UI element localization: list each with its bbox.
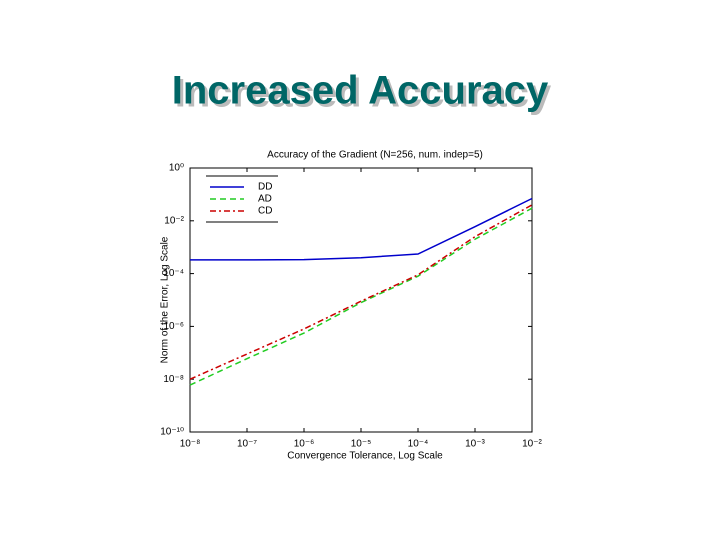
series-line [189, 207, 533, 386]
slide-title: Increased Accuracy [172, 69, 549, 113]
y-axis-label: Norm of the Error, Log Scale [160, 236, 171, 363]
x-tick-label: 10⁻³ [465, 439, 485, 450]
x-axis-label: Convergence Tolerance, Log Scale [287, 451, 443, 462]
y-tick-label: 10⁻⁸ [163, 374, 184, 385]
y-tick-label: 10⁻⁴ [163, 268, 184, 279]
y-tick-label: 10⁰ [169, 163, 184, 174]
series-line [190, 197, 533, 261]
x-tick-label: 10⁻⁶ [294, 439, 315, 450]
legend-label: DD [258, 182, 272, 193]
chart-title: Accuracy of the Gradient (N=256, num. in… [267, 150, 483, 161]
x-tick-label: 10⁻⁴ [408, 439, 429, 450]
x-tick-label: 10⁻⁷ [237, 439, 257, 450]
y-tick-label: 10⁻⁶ [163, 321, 184, 332]
y-tick-label: 10⁻² [164, 215, 184, 226]
title-shadow: Increased Accuracy [175, 72, 552, 116]
legend-label: AD [258, 194, 272, 205]
x-tick-label: 10⁻⁸ [180, 439, 201, 450]
x-tick-label: 10⁻² [522, 439, 542, 450]
legend-label: CD [258, 206, 272, 217]
series-line [189, 204, 533, 380]
y-tick-label: 10⁻¹⁰ [160, 427, 184, 438]
x-tick-label: 10⁻⁵ [351, 439, 372, 450]
